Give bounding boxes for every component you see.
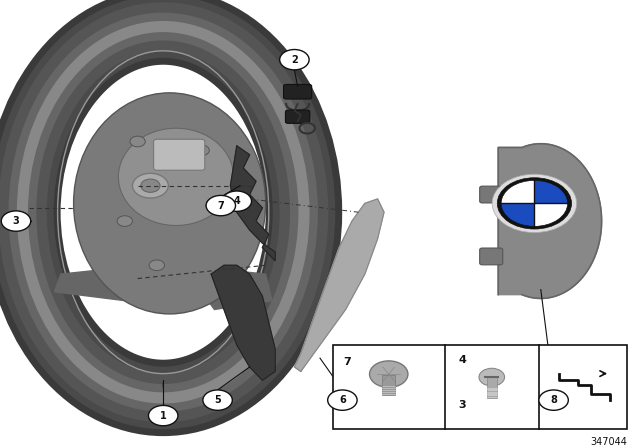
Circle shape xyxy=(206,195,236,216)
Circle shape xyxy=(497,178,572,229)
Polygon shape xyxy=(230,146,275,261)
Circle shape xyxy=(203,390,232,410)
Circle shape xyxy=(117,216,132,226)
Circle shape xyxy=(222,191,252,211)
Text: 6: 6 xyxy=(339,395,346,405)
Circle shape xyxy=(194,145,209,155)
Wedge shape xyxy=(501,203,534,226)
Bar xyxy=(382,375,395,395)
FancyBboxPatch shape xyxy=(284,85,312,99)
Circle shape xyxy=(479,368,504,386)
Ellipse shape xyxy=(22,26,304,398)
Circle shape xyxy=(1,211,31,231)
Polygon shape xyxy=(182,265,272,310)
Text: 2: 2 xyxy=(291,55,298,65)
Wedge shape xyxy=(534,203,568,226)
Text: 4: 4 xyxy=(234,196,240,206)
Text: 7: 7 xyxy=(218,201,224,211)
Ellipse shape xyxy=(118,128,234,225)
Wedge shape xyxy=(534,181,568,203)
FancyBboxPatch shape xyxy=(480,186,503,203)
Text: 8: 8 xyxy=(550,395,557,405)
Text: 1: 1 xyxy=(160,411,166,421)
Circle shape xyxy=(132,173,168,198)
FancyBboxPatch shape xyxy=(480,248,503,265)
Ellipse shape xyxy=(74,93,266,314)
Text: 347044: 347044 xyxy=(590,437,627,447)
Circle shape xyxy=(280,50,309,70)
Circle shape xyxy=(369,361,408,388)
Text: 7: 7 xyxy=(344,357,351,366)
Polygon shape xyxy=(211,265,275,380)
FancyBboxPatch shape xyxy=(154,139,205,170)
Circle shape xyxy=(328,390,357,410)
Circle shape xyxy=(141,179,160,192)
Circle shape xyxy=(492,174,577,233)
Text: 4: 4 xyxy=(458,355,467,365)
Circle shape xyxy=(539,390,568,410)
Polygon shape xyxy=(54,265,144,301)
Circle shape xyxy=(148,405,178,426)
Bar xyxy=(486,377,497,398)
Text: 5: 5 xyxy=(214,395,221,405)
Text: 3: 3 xyxy=(13,216,19,226)
Circle shape xyxy=(149,260,164,271)
Polygon shape xyxy=(499,144,602,298)
FancyBboxPatch shape xyxy=(285,110,310,123)
Circle shape xyxy=(130,136,145,147)
Bar xyxy=(333,345,627,429)
Text: 3: 3 xyxy=(458,401,466,410)
Polygon shape xyxy=(294,199,384,371)
Wedge shape xyxy=(501,181,534,203)
Circle shape xyxy=(207,198,222,209)
